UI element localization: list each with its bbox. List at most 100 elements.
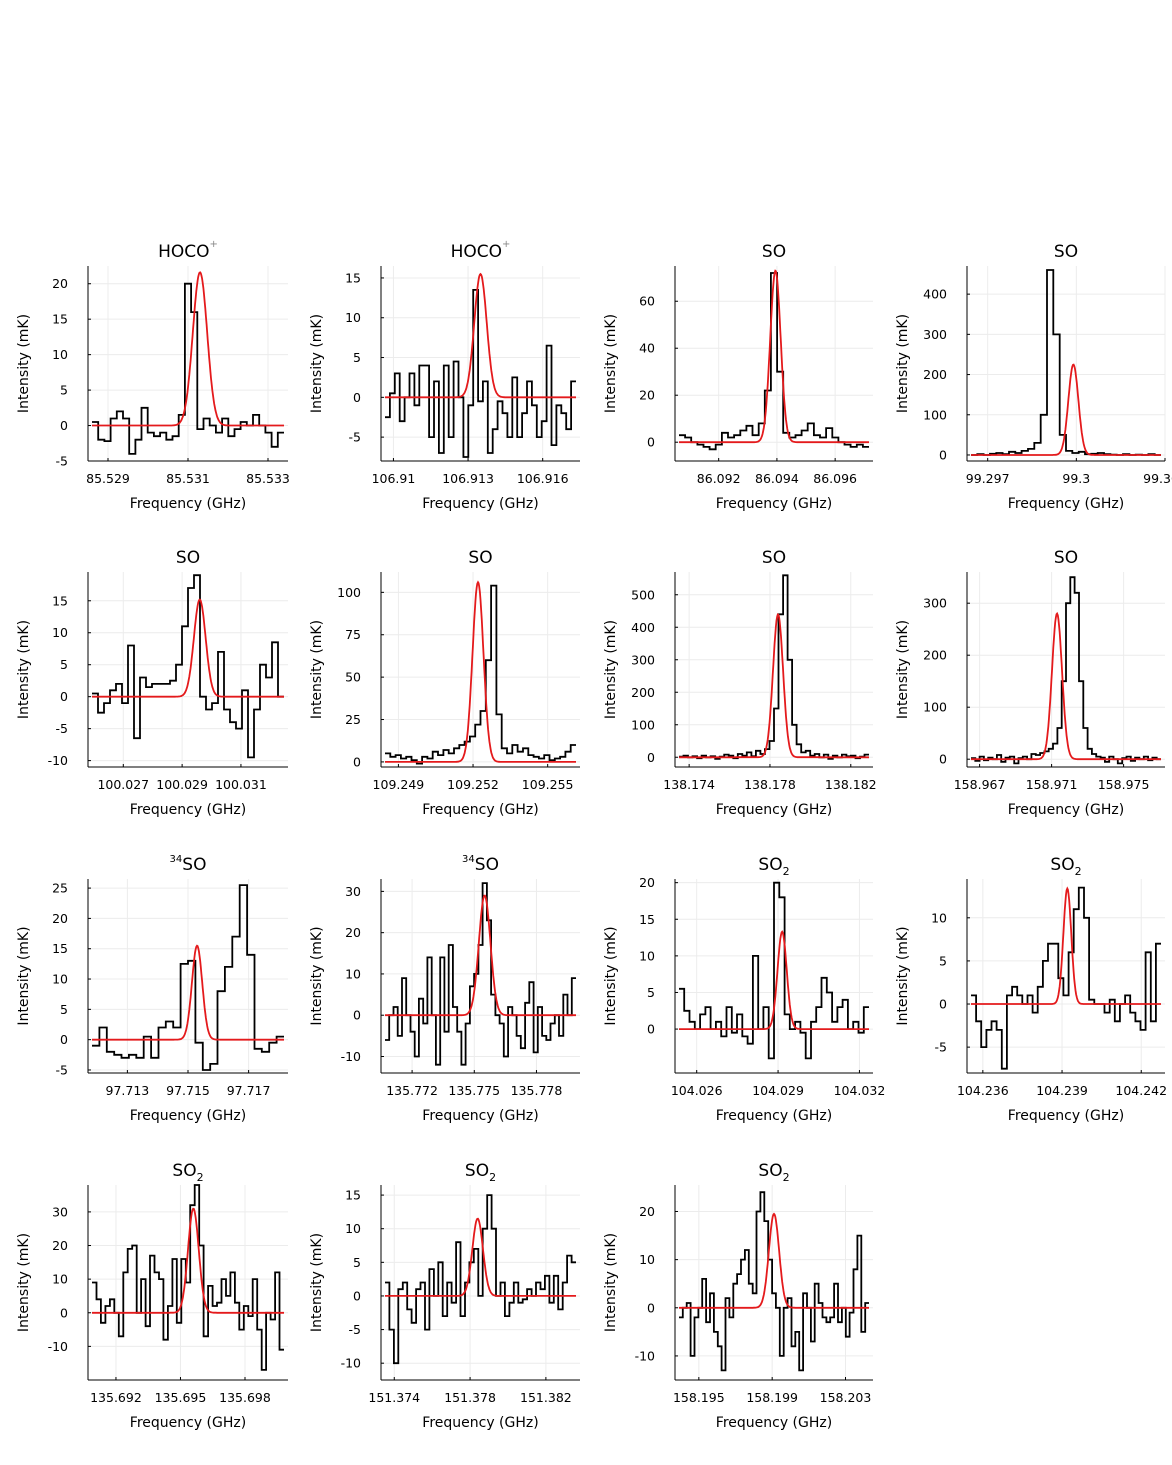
- y-tick-label: 0: [60, 1032, 68, 1047]
- y-tick-label: 0: [939, 752, 947, 767]
- panel-15: 158.195 158.199 158.203 -10 0 10 20 Frequency (…: [603, 1161, 873, 1431]
- y-tick-label: 15: [345, 270, 361, 285]
- y-tick-label: 5: [60, 383, 68, 398]
- x-tick-label: 104.236: [957, 1083, 1009, 1098]
- y-tick-label: 50: [345, 670, 361, 685]
- y-tick-label: -5: [56, 1062, 68, 1077]
- x-tick-label: 158.975: [1098, 777, 1150, 792]
- x-tick-label: 104.029: [752, 1083, 804, 1098]
- y-tick-label: -10: [48, 1339, 68, 1354]
- gaussian-fit-curve: [92, 944, 284, 1041]
- y-tick-label: 10: [639, 948, 655, 963]
- panel-title: SO2: [758, 855, 789, 878]
- y-tick-label: 25: [345, 712, 361, 727]
- y-axis-label: Intensity (mK): [16, 926, 32, 1025]
- x-axis-label: Frequency (GHz): [130, 496, 246, 512]
- panel-title: SO2: [1050, 855, 1081, 878]
- y-axis-label: Intensity (mK): [16, 314, 32, 413]
- x-tick-label: 135.778: [511, 1083, 563, 1098]
- observed-spectrum: [679, 881, 869, 1060]
- panel-1: 85.529 85.531 85.533 -5 0 5 10 15 20 Frequency (G…: [16, 239, 290, 512]
- y-axis-label: Intensity (mK): [895, 620, 911, 719]
- x-tick-label: 97.717: [227, 1083, 271, 1098]
- y-tick-label: 0: [647, 1022, 655, 1037]
- x-tick-label: 158.971: [1026, 777, 1078, 792]
- x-tick-label: 86.092: [697, 471, 741, 486]
- x-tick-label: 106.91: [372, 471, 416, 486]
- panel-2: 106.91 106.913 106.916 -5 0 5 10 15 Frequency (G…: [309, 239, 580, 512]
- x-tick-label: 100.031: [215, 777, 267, 792]
- x-axis-label: Frequency (GHz): [130, 1415, 246, 1431]
- x-tick-label: 99.297: [966, 471, 1010, 486]
- x-axis-label: Frequency (GHz): [1008, 496, 1124, 512]
- x-tick-label: 151.382: [520, 1390, 572, 1405]
- panel-10: 135.772 135.775 135.778 -10 0 10 20 30 Frequency…: [309, 854, 580, 1124]
- observed-spectrum: [385, 289, 576, 458]
- y-tick-label: 60: [639, 294, 655, 309]
- y-tick-label: 10: [52, 347, 68, 362]
- y-tick-label: 100: [337, 585, 361, 600]
- y-tick-label: 10: [52, 1272, 68, 1287]
- x-tick-label: 100.029: [156, 777, 208, 792]
- y-axis-label: Intensity (mK): [895, 926, 911, 1025]
- panel-3: 86.092 86.094 86.096 0 20 40 60 Frequency (GHz)…: [603, 242, 873, 512]
- y-axis-label: Intensity (mK): [895, 314, 911, 413]
- y-tick-label: 20: [639, 1204, 655, 1219]
- y-axis-label: Intensity (mK): [309, 926, 325, 1025]
- y-tick-label: 5: [939, 953, 947, 968]
- gaussian-fit-curve: [971, 363, 1161, 456]
- gaussian-fit-curve: [385, 272, 576, 399]
- y-tick-label: 100: [923, 407, 947, 422]
- y-tick-label: 10: [931, 910, 947, 925]
- gaussian-fit-curve: [92, 1207, 284, 1314]
- observed-spectrum: [971, 886, 1161, 1070]
- y-tick-label: 15: [345, 1188, 361, 1203]
- y-tick-label: 30: [52, 1204, 68, 1219]
- x-tick-label: 158.203: [820, 1390, 872, 1405]
- y-tick-label: 100: [631, 717, 655, 732]
- x-axis-label: Frequency (GHz): [422, 802, 538, 818]
- x-tick-label: 85.531: [166, 471, 210, 486]
- y-tick-label: -10: [48, 753, 68, 768]
- panel-title: SO: [762, 242, 786, 262]
- gaussian-fit-curve: [679, 269, 869, 444]
- y-tick-label: 20: [345, 925, 361, 940]
- y-tick-label: 15: [52, 312, 68, 327]
- panel-6: 109.249 109.252 109.255 0 25 50 75 100 Frequency…: [309, 548, 580, 818]
- y-tick-label: -5: [935, 1040, 947, 1055]
- x-tick-label: 135.698: [219, 1390, 271, 1405]
- y-tick-label: 5: [647, 985, 655, 1000]
- panel-title: 34SO: [170, 854, 207, 875]
- panel-8: 158.967 158.971 158.975 0 100 200 300 Frequency…: [895, 548, 1165, 818]
- observed-spectrum: [385, 584, 576, 765]
- y-tick-label: 300: [923, 327, 947, 342]
- y-tick-label: 0: [647, 435, 655, 450]
- y-tick-label: 10: [639, 1252, 655, 1267]
- panel-14: 151.374 151.378 151.382 -10 -5 0 5 10 15 Frequenc…: [309, 1161, 580, 1431]
- panel-title: HOCO+: [158, 239, 218, 262]
- y-tick-label: 20: [639, 388, 655, 403]
- gaussian-fit-curve: [92, 271, 284, 427]
- panel-title: SO: [176, 548, 200, 568]
- x-axis-label: Frequency (GHz): [422, 1108, 538, 1124]
- observed-spectrum: [679, 272, 869, 451]
- y-tick-label: 5: [60, 1002, 68, 1017]
- y-tick-label: -5: [56, 721, 68, 736]
- x-tick-label: 151.378: [444, 1390, 496, 1405]
- y-axis-label: Intensity (mK): [309, 620, 325, 719]
- y-tick-label: 0: [939, 447, 947, 462]
- y-axis-label: Intensity (mK): [309, 314, 325, 413]
- x-tick-label: 104.239: [1036, 1083, 1088, 1098]
- y-tick-label: -10: [341, 1356, 361, 1371]
- x-axis-label: Frequency (GHz): [716, 1415, 832, 1431]
- gaussian-fit-curve: [679, 1212, 869, 1309]
- y-tick-label: 40: [639, 341, 655, 356]
- y-tick-label: 20: [639, 875, 655, 890]
- y-tick-label: 10: [345, 966, 361, 981]
- y-tick-label: 5: [353, 350, 361, 365]
- y-tick-label: 200: [631, 685, 655, 700]
- y-tick-label: 10: [345, 1221, 361, 1236]
- y-tick-label: -5: [349, 430, 361, 445]
- gaussian-fit-curve: [679, 930, 869, 1030]
